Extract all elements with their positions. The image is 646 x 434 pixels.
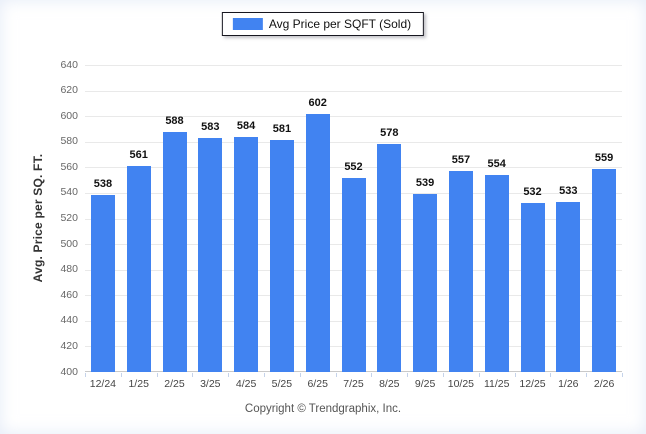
bar-value-label: 559 [594, 151, 614, 164]
bar-value-label: 561 [129, 149, 148, 162]
axis-tick [156, 373, 158, 377]
y-tick-label: 600 [60, 109, 78, 122]
axis-tick [228, 373, 230, 377]
x-tick-label: 2/26 [593, 378, 615, 390]
axis-tick [335, 373, 337, 377]
bar-value-label: 584 [236, 119, 256, 132]
bar [234, 136, 259, 372]
bar-value-label: 583 [201, 120, 220, 133]
y-tick-label: 580 [60, 135, 78, 148]
axis-tick [478, 373, 480, 377]
bar-value-label: 532 [523, 186, 542, 199]
x-tick-label: 2/25 [164, 378, 185, 390]
bar [198, 137, 223, 372]
y-tick-label: 420 [60, 339, 78, 352]
legend-swatch [232, 18, 263, 30]
copyright-text: Copyright © Trendgraphix, Inc. [244, 403, 402, 415]
axis-tick [299, 373, 301, 377]
x-tick-label: 12/25 [519, 378, 546, 390]
y-tick-label: 640 [60, 58, 78, 71]
axis-tick [120, 373, 122, 377]
x-tick-label: 9/25 [414, 378, 436, 390]
axis-tick [550, 373, 552, 377]
bar [341, 177, 366, 372]
y-tick-label: 460 [60, 288, 78, 301]
bar-value-label: 557 [451, 154, 471, 167]
bar-value-label: 552 [344, 160, 363, 173]
y-tick-label: 520 [60, 212, 78, 224]
bar-value-label: 602 [308, 96, 327, 109]
bar [484, 175, 509, 372]
x-tick-label: 4/25 [235, 378, 257, 390]
gridline [85, 65, 622, 66]
x-tick-label: 7/25 [343, 378, 364, 390]
x-tick-label: 5/25 [271, 378, 293, 390]
y-tick-label: 560 [60, 160, 78, 173]
bar [377, 144, 402, 372]
axis-tick [85, 373, 86, 377]
bar [126, 166, 151, 372]
axis-tick [407, 373, 409, 377]
legend: Avg Price per SQFT (Sold) [221, 12, 425, 36]
bar [269, 140, 294, 372]
x-tick-label: 6/25 [307, 378, 328, 390]
bar-value-label: 554 [487, 158, 506, 170]
x-tick-label: 10/25 [447, 378, 475, 390]
gridline [85, 116, 622, 118]
bar [592, 168, 617, 372]
y-tick-label: 620 [60, 84, 78, 97]
gridline [85, 90, 622, 92]
bar [448, 171, 473, 372]
axis-tick [443, 373, 444, 377]
y-tick-label: 400 [60, 365, 78, 378]
axis-tick [264, 373, 265, 377]
axis-tick [192, 373, 194, 377]
x-tick-label: 1/26 [558, 378, 579, 390]
y-tick-label: 480 [60, 263, 78, 276]
axis-tick [371, 373, 373, 377]
x-tick-label: 12/24 [89, 378, 117, 390]
y-tick-label: 540 [60, 186, 78, 199]
axis-tick [622, 373, 623, 377]
legend-label: Avg Price per SQFT (Sold) [268, 17, 412, 31]
bar [305, 113, 330, 372]
bar-value-label: 581 [272, 123, 292, 136]
y-tick-label: 440 [60, 314, 78, 327]
bar [520, 203, 545, 372]
x-tick-label: 1/25 [128, 378, 149, 390]
gridline [85, 167, 622, 169]
plot-area: 538 561 588 583 584 581 602 552 578 539 557 554 532 5… [85, 65, 622, 372]
bar [162, 131, 187, 372]
x-tick-label: 8/25 [379, 378, 400, 390]
axis-tick [514, 373, 516, 377]
gridline [85, 141, 622, 143]
bar-value-label: 588 [165, 114, 184, 127]
bar-value-label: 533 [559, 184, 578, 197]
bar [556, 201, 581, 372]
bar [90, 195, 115, 372]
x-tick-label: 11/25 [483, 378, 510, 390]
axis-tick [586, 373, 588, 377]
bar-value-label: 539 [415, 177, 435, 190]
bar-value-label: 578 [380, 127, 399, 140]
y-tick-label: 500 [60, 237, 78, 250]
bar-value-label: 538 [93, 178, 113, 191]
x-tick-label: 3/25 [200, 378, 221, 390]
bar [413, 194, 438, 372]
